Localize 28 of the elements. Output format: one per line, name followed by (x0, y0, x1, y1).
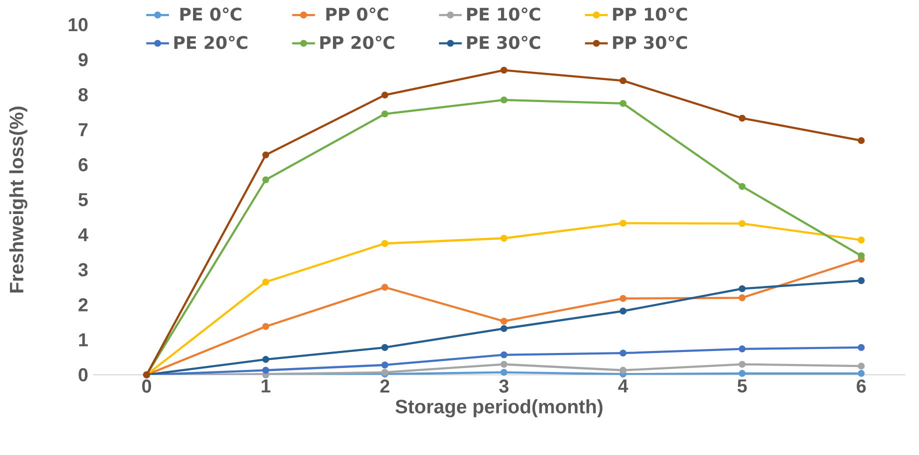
y-tick-label: 2 (78, 298, 88, 312)
x-tick-label: 6 (856, 380, 866, 393)
y-tick-label: 3 (78, 263, 88, 276)
y-tick-label: 4 (78, 228, 88, 242)
y-tick-label: 8 (78, 88, 88, 102)
x-tick-label: 5 (738, 380, 747, 393)
y-tick-label: 0 (78, 368, 88, 382)
x-tick-label: 1 (262, 380, 270, 392)
y-tick-label: 6 (78, 158, 88, 172)
x-tick-label: 2 (380, 380, 390, 393)
y-tick-label: 5 (78, 193, 88, 206)
legend-label: PE 0℃ (180, 8, 242, 21)
x-tick-label: 0 (142, 380, 152, 393)
y-tick-label: 7 (78, 123, 88, 136)
legend-label: PP 20℃ (320, 36, 394, 50)
y-tick-label: 9 (78, 53, 88, 66)
y-axis-title: Freshweight loss(%) (9, 106, 28, 293)
legend-label: PP 30℃ (613, 36, 687, 50)
y-tick-label: 1 (79, 333, 88, 346)
y-tick-label: 10 (68, 18, 88, 32)
legend-label: PP 10℃ (613, 8, 687, 21)
legend-label: PP 0℃ (326, 8, 388, 21)
x-axis-title: Storage period(month) (396, 399, 602, 418)
legend-label: PE 20℃ (174, 36, 248, 50)
legend-label: PE 30℃ (467, 36, 540, 50)
x-tick-label: 3 (499, 380, 508, 393)
legend-label: PE 10℃ (467, 8, 540, 21)
x-tick-label: 4 (618, 380, 628, 392)
